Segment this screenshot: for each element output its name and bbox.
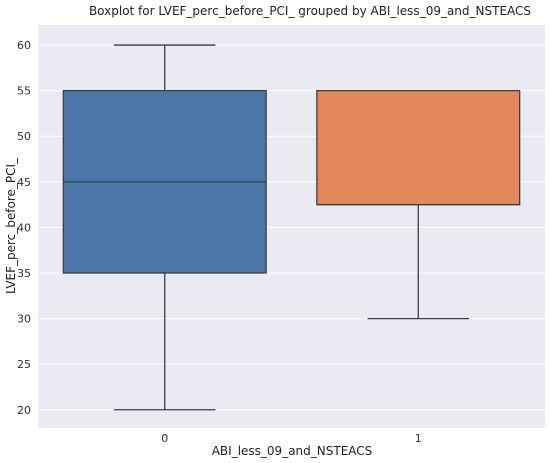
y-tick-label: 35	[17, 267, 31, 280]
y-tick-label: 25	[17, 358, 31, 371]
y-tick-label: 20	[17, 404, 31, 417]
x-tick-label: 0	[161, 432, 168, 445]
y-axis-ticks: 20 25 30 35 40 45 50 55 60	[17, 39, 31, 417]
box-group	[316, 89, 521, 320]
iqr-box	[316, 89, 521, 206]
y-tick-label: 50	[17, 130, 31, 143]
y-tick-label: 55	[17, 85, 31, 98]
boxes	[62, 44, 521, 411]
x-axis-label: ABI_less_09_and_NSTEACS	[212, 444, 373, 458]
y-tick-label: 40	[17, 221, 31, 234]
box-group	[62, 44, 267, 411]
chart-title: Boxplot for LVEF_perc_before_PCI_ groupe…	[89, 4, 531, 18]
y-tick-label: 45	[17, 176, 31, 189]
y-axis-label: LVEF_perc_before_PCI_	[4, 157, 18, 294]
x-tick-label: 1	[415, 432, 422, 445]
y-tick-label: 30	[17, 313, 31, 326]
y-tick-label: 60	[17, 39, 31, 52]
